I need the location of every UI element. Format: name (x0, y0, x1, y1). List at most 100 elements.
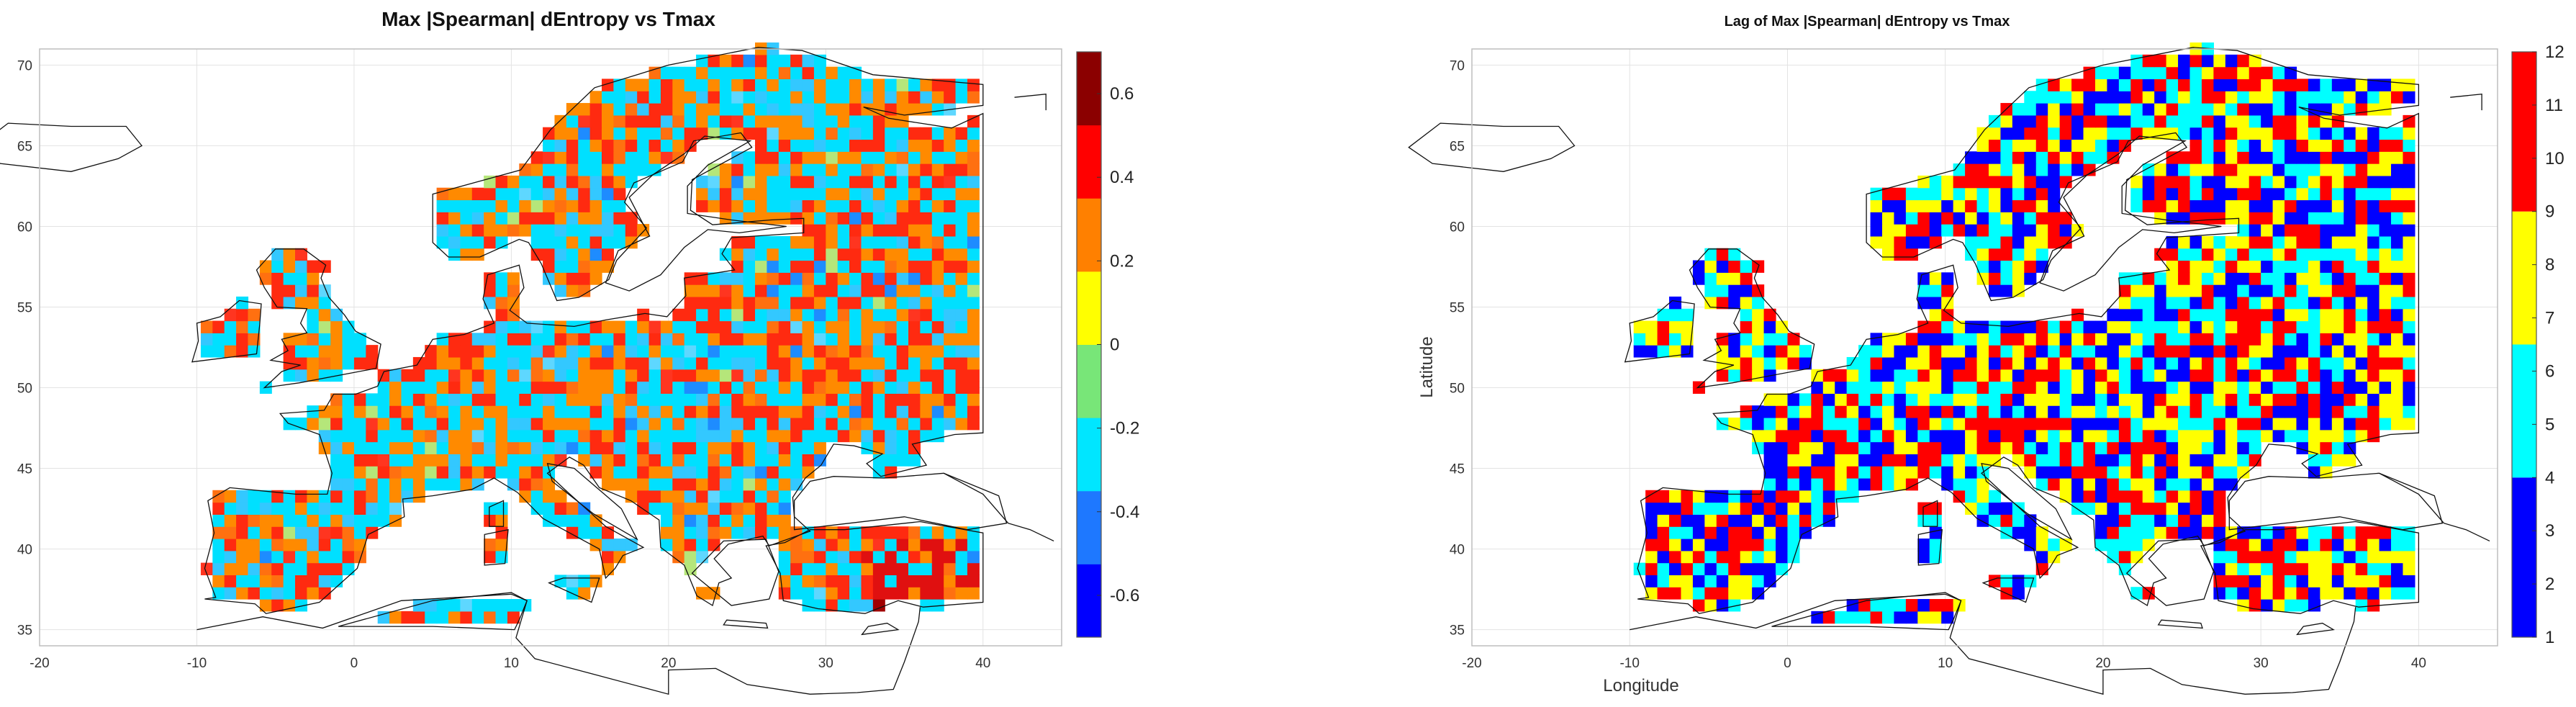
heatmap-cell (248, 514, 261, 527)
heatmap-cell (236, 502, 249, 515)
heatmap-cell (1953, 429, 1966, 443)
heatmap-cell (613, 139, 626, 152)
heatmap-cell (2213, 163, 2226, 176)
heatmap-cell (2166, 175, 2179, 189)
heatmap-cell (1846, 405, 1859, 418)
heatmap-cell (1941, 333, 1954, 346)
heatmap-cell (495, 539, 508, 551)
heatmap-cell (2024, 356, 2037, 370)
heatmap-cell (436, 429, 449, 443)
heatmap-cell (1763, 490, 1776, 503)
x-tick-label: 40 (2411, 656, 2426, 671)
heatmap-cell (1941, 356, 1954, 370)
heatmap-cell (767, 502, 779, 515)
heatmap-cell (495, 224, 508, 237)
heatmap-cell (519, 490, 532, 503)
heatmap-cell (837, 296, 850, 310)
heatmap-cell (1976, 224, 1989, 237)
heatmap-cell (826, 333, 839, 346)
heatmap-cell (944, 91, 957, 104)
heatmap-cell (2035, 103, 2048, 116)
heatmap-cell (1787, 466, 1800, 479)
heatmap-cell (944, 526, 957, 539)
heatmap-cell (1870, 393, 1883, 406)
heatmap-cell (2379, 224, 2392, 237)
heatmap-cell (2272, 405, 2285, 418)
heatmap-cell (2024, 151, 2037, 164)
heatmap-cell (1835, 454, 1848, 467)
heatmap-cell (684, 284, 697, 297)
heatmap-cell (2237, 333, 2250, 346)
heatmap-cell (861, 539, 874, 551)
coastline-path (691, 539, 779, 606)
heatmap-cell (2391, 381, 2404, 394)
y-tick-label: 60 (1450, 220, 1465, 235)
heatmap-cell (955, 345, 968, 358)
heatmap-cell (1704, 575, 1717, 587)
heatmap-cell (931, 393, 944, 406)
colorbar-band (2512, 477, 2536, 637)
heatmap-cell (519, 405, 532, 418)
heatmap-cell (1953, 345, 1966, 358)
heatmap-cell (2178, 308, 2191, 322)
colorbar-tick-label: 11 (2545, 96, 2563, 115)
heatmap-cell (2094, 514, 2108, 527)
heatmap-cell (1917, 369, 1930, 382)
heatmap-cell (295, 333, 307, 346)
heatmap-cell (1633, 562, 1646, 576)
heatmap-cell (2308, 550, 2320, 564)
heatmap-cell (401, 405, 414, 418)
heatmap-cell (1822, 429, 1835, 443)
heatmap-cell (861, 114, 874, 128)
heatmap-cell (543, 260, 556, 273)
heatmap-cell (1752, 308, 1765, 322)
heatmap-cell (672, 66, 685, 80)
heatmap-cell (719, 429, 732, 443)
heatmap-cell (790, 575, 803, 587)
heatmap-cell (1929, 333, 1942, 346)
heatmap-cell (1988, 369, 2002, 382)
heatmap-cell (2331, 296, 2344, 310)
heatmap-cell (1787, 514, 1800, 527)
heatmap-cell (2024, 212, 2037, 225)
heatmap-cell (1811, 611, 1824, 624)
heatmap-cell (566, 417, 579, 431)
heatmap-cell (1799, 405, 1812, 418)
y-tick-label: 45 (17, 462, 32, 477)
heatmap-cell (2367, 78, 2380, 91)
heatmap-cell (2012, 224, 2025, 237)
heatmap-cell (931, 345, 944, 358)
heatmap-cell (672, 320, 685, 333)
heatmap-cell (2118, 272, 2131, 285)
heatmap-cell (696, 514, 709, 527)
heatmap-cell (1704, 539, 1717, 551)
heatmap-cell (530, 320, 543, 333)
heatmap-cell (1929, 345, 1942, 358)
heatmap-cell (2000, 235, 2013, 249)
heatmap-cell (1787, 333, 1800, 346)
heatmap-cell (837, 248, 850, 261)
heatmap-cell (295, 345, 307, 358)
heatmap-cell (813, 345, 826, 358)
heatmap-cell (2059, 539, 2072, 551)
heatmap-cell (530, 429, 543, 443)
heatmap-cell (849, 369, 862, 382)
heatmap-cell (813, 587, 826, 600)
heatmap-cell (684, 356, 697, 370)
heatmap-cell (1835, 417, 1848, 431)
heatmap-cell (2071, 333, 2084, 346)
heatmap-cell (295, 296, 307, 310)
heatmap-cell (708, 308, 720, 322)
heatmap-cell (944, 587, 957, 600)
heatmap-cell (613, 114, 626, 128)
heatmap-cell (460, 224, 473, 237)
heatmap-cell (826, 393, 839, 406)
heatmap-cell (1835, 477, 1848, 491)
heatmap-cell (2249, 272, 2261, 285)
heatmap-cell (2284, 381, 2297, 394)
heatmap-cell (1905, 212, 1918, 225)
heatmap-cell (802, 562, 815, 576)
heatmap-cell (2166, 260, 2179, 273)
heatmap-cell (660, 91, 673, 104)
heatmap-cell (931, 199, 944, 212)
